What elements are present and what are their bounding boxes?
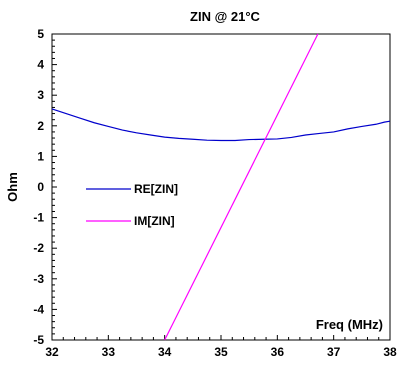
x-tick-label: 38 [383,345,397,359]
y-tick-label: -4 [33,302,44,316]
x-tick-label: 32 [45,345,59,359]
y-tick-label: 3 [37,88,44,102]
x-axis-label: Freq (MHz) [316,317,383,332]
y-tick-label: -2 [33,241,44,255]
y-tick-label: 0 [37,180,44,194]
x-tick-label: 35 [214,345,228,359]
y-tick-label: -1 [33,211,44,225]
x-tick-label: 34 [158,345,172,359]
y-tick-label: 1 [37,149,44,163]
y-axis-ticks: 5 4 3 2 1 0 -1 -2 -3 -4 -5 [33,27,57,347]
x-tick-label: 36 [271,345,285,359]
x-tick-label: 33 [102,345,116,359]
y-tick-label: 4 [37,58,44,72]
y-tick-label: 5 [37,27,44,41]
plot-area [51,33,391,341]
y-axis-label: Ohm [5,172,20,202]
x-axis-ticks: 32 33 34 35 36 37 38 [45,335,397,359]
y-tick-label: -3 [33,272,44,286]
legend-label-im-zin: IM[ZIN] [134,214,175,228]
legend-label-re-zin: RE[ZIN] [134,182,178,196]
series-line-re-zin [51,108,391,142]
legend: RE[ZIN] IM[ZIN] [86,182,178,228]
chart-title: ZIN @ 21°C [190,9,260,24]
series-layer [51,33,391,341]
y-tick-label: 2 [37,119,44,133]
y-tick-label: -5 [33,333,44,347]
x-tick-label: 37 [327,345,341,359]
series-line-im-zin [164,33,319,341]
